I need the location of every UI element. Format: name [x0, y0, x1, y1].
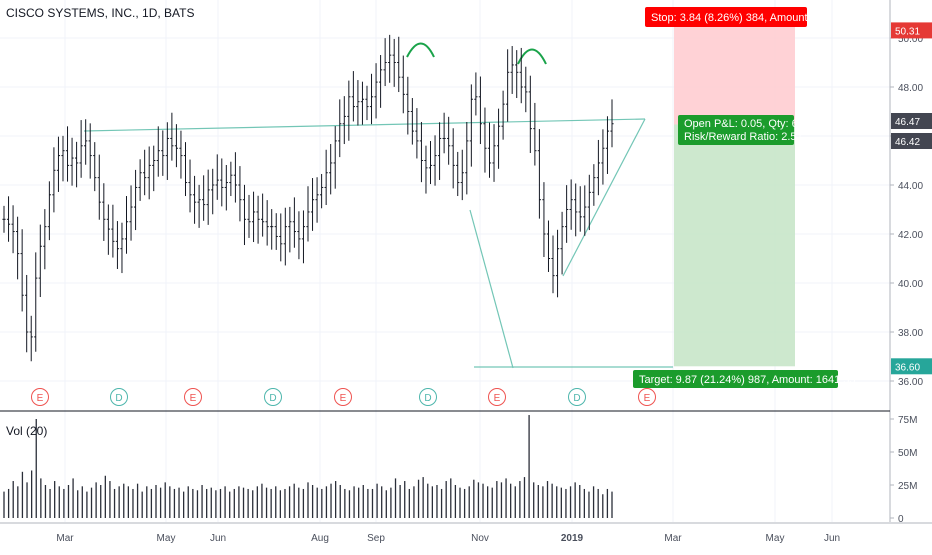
earnings-event-label: E	[494, 393, 501, 404]
volume-tick-label: 75M	[898, 415, 917, 426]
dividend-event-marker	[568, 388, 586, 406]
earnings-event-label: E	[190, 393, 197, 404]
measure-line	[469, 209, 514, 369]
target-zone	[674, 124, 795, 367]
time-tick-label: Jun	[824, 533, 840, 544]
price-tick-label: 40.00	[898, 279, 923, 290]
price-axis-label-bg	[891, 22, 932, 39]
time-tick-label: May	[157, 533, 176, 544]
pnl-label-line2: Risk/Reward Ratio: 2.57	[684, 131, 803, 143]
price-axis-label-bg	[891, 133, 932, 149]
earnings-event-label: E	[37, 393, 44, 404]
position-labels: Stop: 3.84 (8.26%) 384, Amount: 750.4 Ope…	[633, 7, 855, 388]
right-shoulder-arc	[517, 48, 547, 65]
volume-tick-label: 0	[898, 514, 904, 525]
target-label-bg	[633, 370, 838, 388]
earnings-event-marker	[334, 388, 352, 406]
pnl-label-line1: Open P&L: 0.05, Qty: 65	[684, 118, 804, 130]
time-tick-label: 2019	[561, 533, 584, 544]
time-tick-label: Sep	[367, 533, 385, 544]
earnings-event-marker	[488, 388, 506, 406]
dividend-event-marker	[264, 388, 282, 406]
stop-label-bg	[645, 7, 807, 27]
time-tick-label: May	[766, 533, 785, 544]
price-axis-label-bg	[891, 113, 932, 129]
earnings-event-marker	[638, 388, 656, 406]
price-axis-label-bg	[891, 358, 932, 375]
wedge-line	[562, 118, 646, 277]
chart-title: CISCO SYSTEMS, INC., 1D, BATS	[6, 6, 195, 20]
dividend-event-marker	[419, 388, 437, 406]
price-tick-label: 36.00	[898, 377, 923, 388]
dividend-event-marker	[110, 388, 128, 406]
earnings-event-marker	[31, 388, 49, 406]
dividend-event-label: D	[573, 393, 580, 404]
price-axis-label: 50.31	[895, 26, 920, 37]
price-tick-label: 50.00	[898, 34, 923, 45]
pnl-label-bg	[678, 115, 794, 145]
price-axis-label: 46.42	[895, 137, 920, 148]
stop-zone	[674, 24, 795, 125]
time-tick-label: Jun	[210, 533, 226, 544]
grid-lines	[0, 0, 890, 522]
time-tick-label: Mar	[664, 533, 682, 544]
position-tool[interactable]	[674, 24, 795, 367]
stop-label: Stop: 3.84 (8.26%) 384, Amount: 750.4	[651, 12, 841, 24]
price-tick-label: 48.00	[898, 83, 923, 94]
volume-tick-label: 50M	[898, 448, 917, 459]
volume-series	[3, 415, 613, 518]
time-tick-label: Aug	[311, 533, 329, 544]
dividend-event-label: D	[115, 393, 122, 404]
dividend-event-label: D	[424, 393, 431, 404]
volume-tick-label: 25M	[898, 481, 917, 492]
price-tick-label: 38.00	[898, 328, 923, 339]
neckline	[83, 118, 646, 132]
price-axis-label: 36.60	[895, 362, 920, 373]
target-label: Target: 9.87 (21.24%) 987, Amount: 1641.…	[639, 374, 855, 386]
time-tick-label: Nov	[471, 533, 489, 544]
price-tick-label: 42.00	[898, 230, 923, 241]
earnings-event-marker	[184, 388, 202, 406]
left-shoulder-arc	[406, 42, 435, 58]
earnings-event-label: E	[644, 393, 651, 404]
time-tick-label: Mar	[56, 533, 74, 544]
volume-label: Vol (20)	[6, 424, 48, 438]
earnings-event-label: E	[340, 393, 347, 404]
drawn-patterns	[83, 42, 673, 369]
price-axis-label: 46.47	[895, 117, 920, 128]
dividend-event-label: D	[269, 393, 276, 404]
price-tick-label: 44.00	[898, 181, 923, 192]
ohlc-series	[2, 34, 614, 362]
